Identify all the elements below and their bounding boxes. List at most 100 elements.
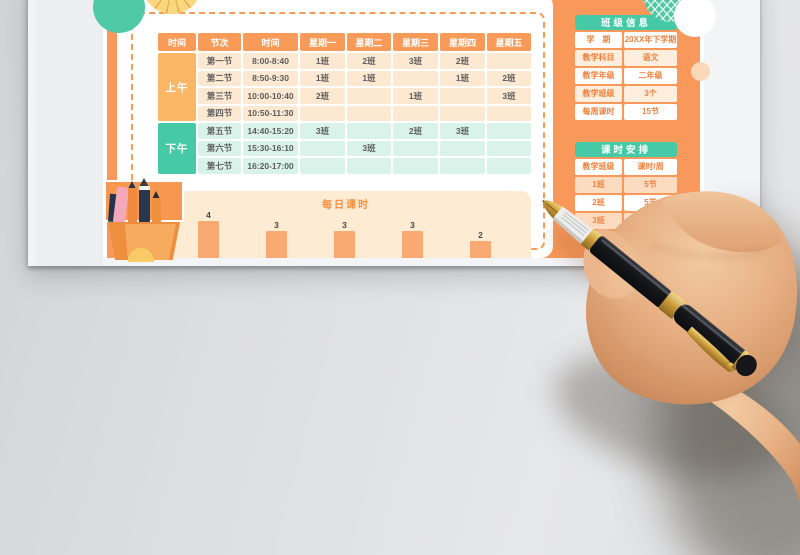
pen-center-band	[658, 291, 685, 319]
class-cell-r0-c2: 3班	[393, 53, 438, 69]
hours-plan-label-0: 教学班级	[575, 159, 622, 175]
chart-bar-1	[266, 231, 287, 258]
class-cell-r3-c3	[440, 105, 485, 121]
table-header-4: 星期二	[347, 33, 391, 51]
class-cell-r0-c4	[487, 53, 531, 69]
period-cell-5: 第六节	[198, 140, 241, 156]
schedule-table: 时间 节次 时间 星期一 星期二 星期三 星期四 星期五 上午 下午 第一节 8:00-8:40 1班 2…	[158, 33, 531, 174]
class-cell-r0-c3: 2班	[440, 53, 485, 69]
class-info-value-2: 二年级	[624, 68, 677, 84]
pencil-cup-illustration	[100, 178, 188, 262]
navy-pencil-tip-icon	[139, 178, 149, 187]
class-info-label-3: 教学班级	[575, 86, 622, 102]
hours-plan-panel: 课时安排 教学班级 课时/周 1班 5节 2班 5节 3班	[575, 142, 677, 229]
hours-plan-row-0: 教学班级 课时/周	[575, 159, 677, 175]
time-cell-6: 16:20-17:00	[243, 158, 298, 174]
class-cell-r2-c4: 3班	[487, 88, 531, 104]
chart-bar-3	[402, 231, 423, 258]
session-label-morning: 上午	[158, 53, 196, 121]
class-cell-r3-c0	[300, 105, 345, 121]
class-info-label-0: 学 期	[575, 32, 622, 48]
period-cell-3: 第四节	[198, 105, 241, 121]
table-header-2: 时间	[243, 33, 298, 51]
class-cell-r3-c1	[347, 105, 391, 121]
class-info-value-0: 20XX年下学期	[624, 32, 677, 48]
hours-plan-row-3: 3班	[575, 213, 677, 229]
table-header-7: 星期五	[487, 33, 531, 51]
table-header-5: 星期三	[393, 33, 438, 51]
hours-plan-row-2: 2班 5节	[575, 195, 677, 211]
table-header-1: 节次	[198, 33, 241, 51]
hours-plan-value-0: 课时/周	[624, 159, 677, 175]
class-info-row-1: 教学科目 语文	[575, 50, 677, 66]
class-cell-r1-c1: 1班	[347, 70, 391, 86]
class-cell-r1-c0: 1班	[300, 70, 345, 86]
class-cell-r4-c2: 2班	[393, 123, 438, 139]
class-cell-r1-c2	[393, 70, 438, 86]
period-cell-2: 第三节	[198, 88, 241, 104]
class-info-label-1: 教学科目	[575, 50, 622, 66]
class-cell-r2-c1	[347, 88, 391, 104]
time-cell-0: 8:00-8:40	[243, 53, 298, 69]
hours-plan-value-2: 5节	[624, 195, 677, 211]
time-cell-2: 10:00-10:40	[243, 88, 298, 104]
class-cell-r5-c2	[393, 140, 438, 156]
class-cell-r4-c1	[347, 123, 391, 139]
table-header-0: 时间	[158, 33, 196, 51]
table-header-6: 星期四	[440, 33, 485, 51]
chart-bar-value-4: 2	[478, 230, 483, 240]
class-cell-r0-c0: 1班	[300, 53, 345, 69]
small-pencil-icon	[152, 198, 161, 223]
class-cell-r2-c3	[440, 88, 485, 104]
period-cell-6: 第七节	[198, 158, 241, 174]
class-info-panel-title: 班级信息	[575, 15, 677, 30]
class-info-value-4: 15节	[624, 104, 677, 120]
time-cell-5: 15:30-16:10	[243, 140, 298, 156]
period-cell-0: 第一节	[198, 53, 241, 69]
class-cell-r4-c3: 3班	[440, 123, 485, 139]
chart-title: 每日课时	[322, 200, 370, 211]
navy-pencil-band	[139, 186, 150, 191]
class-info-row-4: 每周课时 15节	[575, 104, 677, 120]
hours-plan-label-2: 2班	[575, 195, 622, 211]
hand-shadow	[657, 265, 800, 555]
class-cell-r5-c4	[487, 140, 531, 156]
class-cell-r3-c2	[393, 105, 438, 121]
class-info-value-3: 3个	[624, 86, 677, 102]
period-cell-1: 第二节	[198, 70, 241, 86]
wrist	[648, 364, 800, 512]
class-info-row-2: 教学年级 二年级	[575, 68, 677, 84]
chart-bar-value-1: 3	[274, 220, 279, 230]
class-info-value-1: 语文	[624, 50, 677, 66]
hours-plan-panel-title: 课时安排	[575, 142, 677, 157]
chart-bar-0	[198, 221, 219, 258]
pen-cap-end	[735, 354, 757, 377]
session-label-afternoon: 下午	[158, 123, 196, 174]
class-cell-r6-c2	[393, 158, 438, 174]
time-cell-4: 14:40-15:20	[243, 123, 298, 139]
white-circle-decoration	[674, 0, 716, 37]
hours-plan-label-1: 1班	[575, 177, 622, 193]
class-info-label-2: 教学年级	[575, 68, 622, 84]
chart-bar-4	[470, 241, 491, 258]
table-header-3: 星期一	[300, 33, 345, 51]
class-info-row-3: 教学班级 3个	[575, 86, 677, 102]
chart-bar-value-0: 4	[206, 210, 211, 220]
class-info-panel: 班级信息 学 期 20XX年下学期 教学科目 语文 教学年级 二年级 教学班级 3个 每周课时 1…	[575, 15, 677, 120]
pen-clip	[686, 326, 734, 372]
hours-plan-label-3: 3班	[575, 213, 622, 229]
class-cell-r3-c4	[487, 105, 531, 121]
class-cell-r4-c4	[487, 123, 531, 139]
time-cell-3: 10:50-11:30	[243, 105, 298, 121]
navy-pencil-icon	[139, 190, 150, 223]
class-info-row-0: 学 期 20XX年下学期	[575, 32, 677, 48]
class-cell-r2-c0: 2班	[300, 88, 345, 104]
class-cell-r5-c3	[440, 140, 485, 156]
peach-dot-decoration	[691, 62, 710, 81]
class-cell-r6-c3	[440, 158, 485, 174]
chart-bar-value-3: 3	[410, 220, 415, 230]
class-cell-r4-c0: 3班	[300, 123, 345, 139]
schedule-card: 时间 节次 时间 星期一 星期二 星期三 星期四 星期五 上午 下午 第一节 8:00-8:40 1班 2…	[117, 0, 553, 258]
class-cell-r6-c0	[300, 158, 345, 174]
